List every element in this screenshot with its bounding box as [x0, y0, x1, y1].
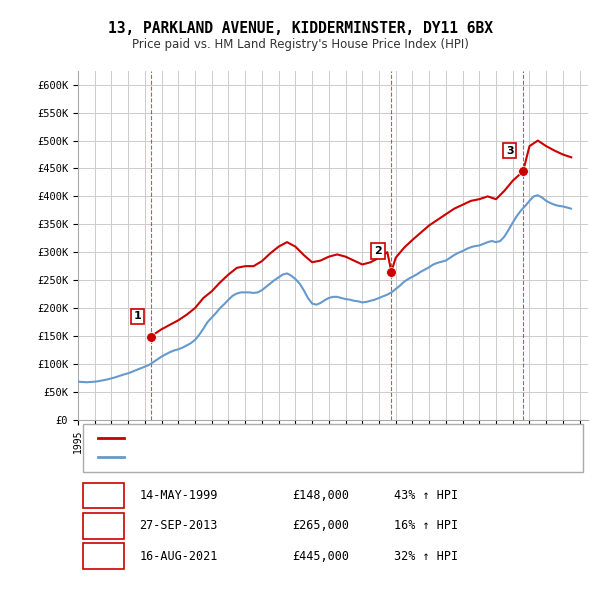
Text: 16% ↑ HPI: 16% ↑ HPI	[394, 519, 458, 532]
Text: 43% ↑ HPI: 43% ↑ HPI	[394, 489, 458, 502]
Text: 2: 2	[99, 519, 108, 532]
FancyBboxPatch shape	[83, 483, 124, 509]
Text: 13, PARKLAND AVENUE, KIDDERMINSTER, DY11 6BX (detached house): 13, PARKLAND AVENUE, KIDDERMINSTER, DY11…	[131, 433, 497, 443]
Text: 3: 3	[99, 549, 108, 562]
Text: 27-SEP-2013: 27-SEP-2013	[139, 519, 218, 532]
Text: 13, PARKLAND AVENUE, KIDDERMINSTER, DY11 6BX: 13, PARKLAND AVENUE, KIDDERMINSTER, DY11…	[107, 21, 493, 35]
FancyBboxPatch shape	[83, 424, 583, 472]
Text: HPI: Average price, detached house, Wyre Forest: HPI: Average price, detached house, Wyre…	[131, 452, 386, 462]
FancyBboxPatch shape	[83, 543, 124, 569]
Text: £148,000: £148,000	[292, 489, 349, 502]
FancyBboxPatch shape	[83, 513, 124, 539]
Text: 2: 2	[374, 246, 382, 256]
Text: £445,000: £445,000	[292, 549, 349, 562]
Text: 32% ↑ HPI: 32% ↑ HPI	[394, 549, 458, 562]
Text: 1: 1	[134, 312, 142, 322]
Text: 16-AUG-2021: 16-AUG-2021	[139, 549, 218, 562]
Text: Price paid vs. HM Land Registry's House Price Index (HPI): Price paid vs. HM Land Registry's House …	[131, 38, 469, 51]
Text: 1: 1	[99, 489, 108, 502]
Text: 3: 3	[506, 146, 514, 156]
Text: 14-MAY-1999: 14-MAY-1999	[139, 489, 218, 502]
Text: £265,000: £265,000	[292, 519, 349, 532]
